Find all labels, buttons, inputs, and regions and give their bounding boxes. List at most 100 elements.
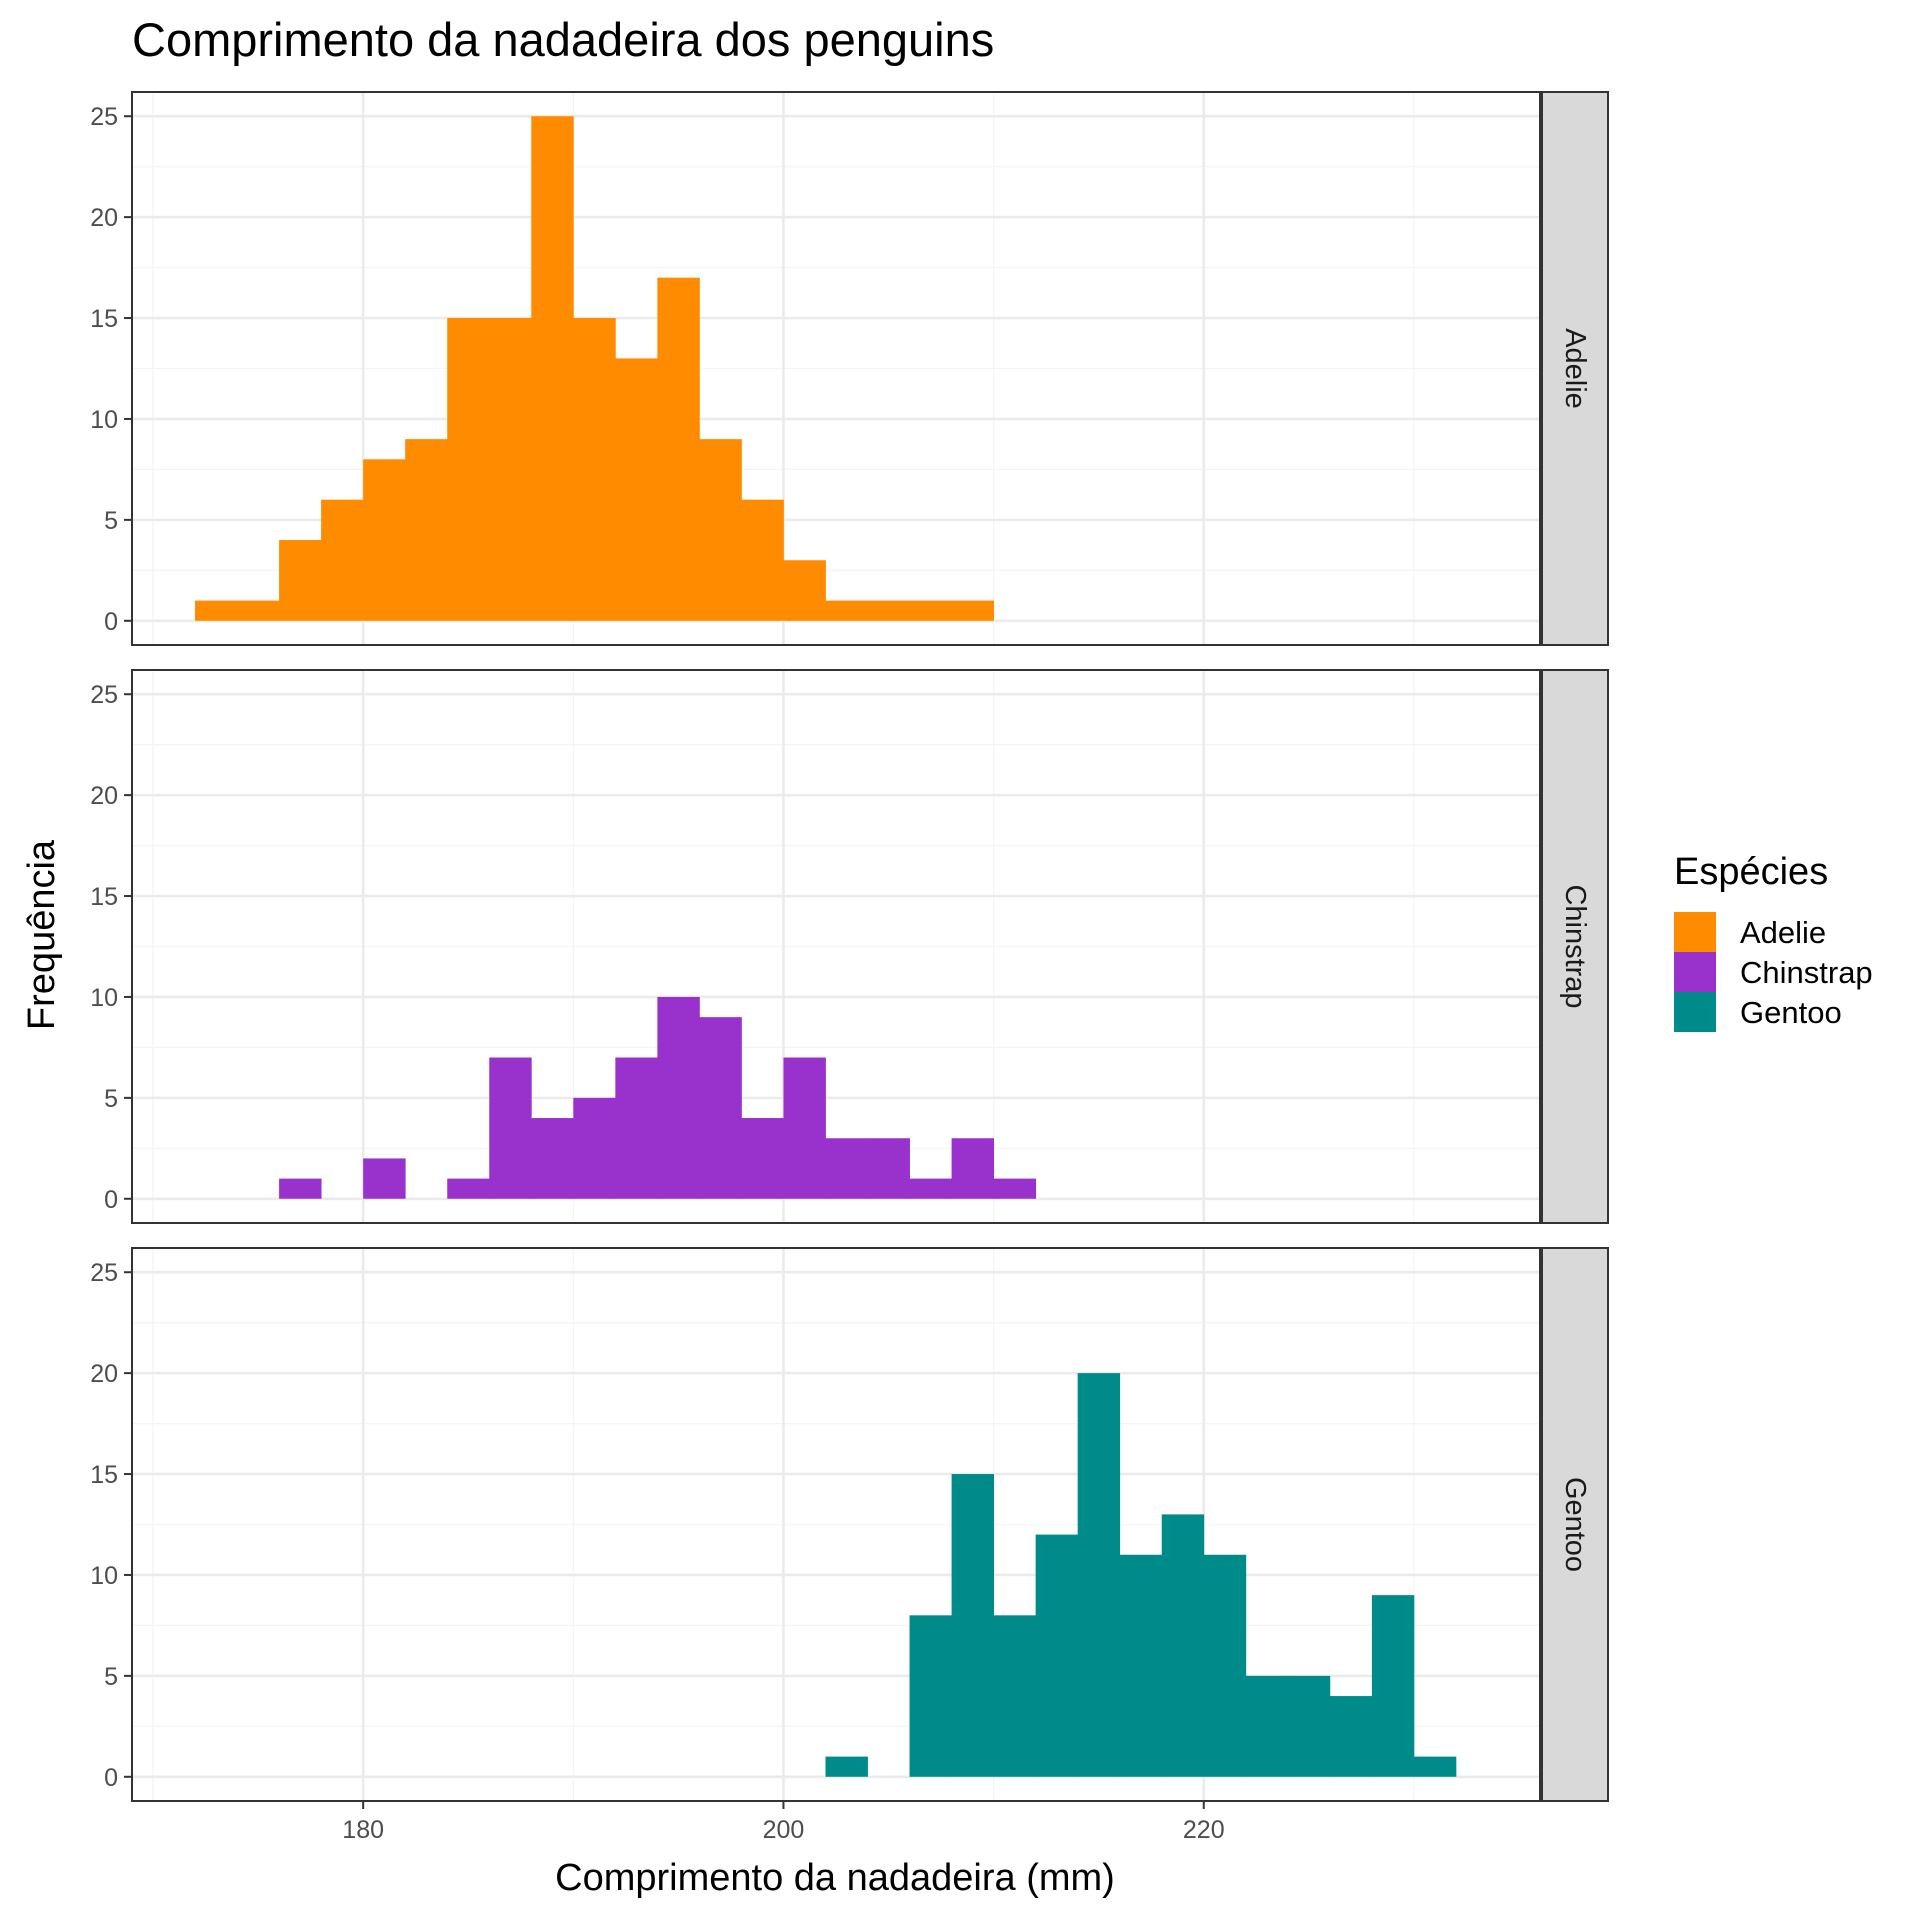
y-tick-label: 15 [90, 883, 118, 911]
legend-key-swatch [1674, 952, 1716, 992]
histogram-bar [489, 318, 532, 621]
histogram-bar [867, 1138, 910, 1199]
histogram-bar [489, 1057, 532, 1199]
histogram-bar [279, 1178, 322, 1199]
histogram-bar [615, 358, 658, 621]
y-tick-label: 20 [90, 204, 118, 232]
y-tick-label: 25 [90, 681, 118, 709]
panel-border [131, 91, 1541, 646]
y-tick-label: 20 [90, 782, 118, 810]
facet-strip-adelie: Adelie [1541, 91, 1609, 646]
legend-item-adelie: Adelie [1674, 912, 1826, 952]
facet-strip-background [1541, 91, 1609, 646]
facet-strip-label: Gentoo [1559, 1477, 1591, 1572]
histogram-bar [1035, 1534, 1079, 1777]
histogram-bar [699, 439, 742, 621]
y-axis-adelie: 0 5 10 15 20 25 [90, 103, 132, 636]
histogram-bar [195, 600, 238, 621]
histogram-bar [993, 1615, 1037, 1777]
histogram-bar [1077, 1373, 1121, 1777]
histogram-bar [951, 1138, 995, 1199]
histogram-bar [657, 277, 700, 621]
panel-border [131, 669, 1541, 1224]
y-tick-label: 20 [90, 1360, 118, 1388]
facet-strip-label: Chinstrap [1559, 884, 1591, 1008]
histogram-bar [447, 1178, 490, 1199]
y-tick-label: 15 [90, 305, 118, 333]
y-tick-label: 10 [90, 406, 118, 434]
y-tick-label: 25 [90, 103, 118, 131]
histogram-bar [279, 540, 322, 621]
y-tick-label: 5 [104, 507, 118, 535]
histogram-bar [909, 600, 952, 621]
histogram-bar [1161, 1514, 1205, 1777]
histogram-bar [909, 1178, 952, 1199]
facet-strip-label: Adelie [1559, 328, 1591, 409]
histogram-bar [363, 1158, 406, 1199]
histogram-bar [447, 318, 490, 621]
histogram-bar [1203, 1554, 1247, 1777]
y-tick-label: 10 [90, 984, 118, 1012]
histogram-bars-chinstrap [279, 996, 1037, 1199]
legend-key-swatch [1674, 992, 1716, 1032]
histogram-bar [951, 600, 995, 621]
legend-item-label: Gentoo [1740, 995, 1842, 1030]
panel-chinstrap: 0 5 10 15 20 25 Chinstrap [90, 669, 1609, 1224]
histogram-bars-adelie [195, 116, 995, 621]
y-tick-label: 5 [104, 1663, 118, 1691]
histogram-bar [321, 499, 364, 621]
histogram-bar [909, 1615, 952, 1777]
histogram-bar [783, 560, 826, 621]
histogram-bar [825, 1138, 868, 1199]
x-tick-label: 220 [1183, 1816, 1225, 1844]
legend-item-gentoo: Gentoo [1674, 992, 1842, 1032]
y-axis-title: Frequência [21, 839, 63, 1030]
histogram-bar [1245, 1675, 1289, 1777]
histogram-bar [531, 1118, 574, 1199]
histogram-bar [825, 1756, 868, 1777]
panel-adelie: 0 5 10 15 20 25 Adelie [90, 91, 1609, 646]
histogram-bar [1413, 1756, 1457, 1777]
histogram-bar [657, 996, 700, 1199]
histogram-bar [1119, 1554, 1163, 1777]
legend-item-label: Chinstrap [1740, 955, 1873, 990]
y-tick-label: 5 [104, 1085, 118, 1113]
y-tick-label: 0 [104, 608, 118, 636]
x-axis-title: Comprimento da nadadeira (mm) [555, 1857, 1115, 1899]
y-tick-label: 15 [90, 1461, 118, 1489]
histogram-bar [825, 600, 868, 621]
legend-item-chinstrap: Chinstrap [1674, 952, 1873, 992]
histogram-bar [1371, 1595, 1415, 1777]
histogram-bar [405, 439, 448, 621]
y-tick-label: 10 [90, 1562, 118, 1590]
histogram-bar [741, 1118, 784, 1199]
histogram-bar [741, 499, 784, 621]
histogram-bar [615, 1057, 658, 1199]
facet-strip-background [1541, 669, 1609, 1224]
y-tick-label: 0 [104, 1186, 118, 1214]
legend-item-label: Adelie [1740, 915, 1826, 950]
facet-strip-background [1541, 1247, 1609, 1802]
y-axis-chinstrap: 0 5 10 15 20 25 [90, 681, 132, 1214]
histogram-bar [1329, 1696, 1373, 1777]
histogram-bar [951, 1474, 995, 1777]
y-tick-label: 25 [90, 1259, 118, 1287]
x-axis: 180 200 220 [342, 1801, 1225, 1844]
histogram-bar [363, 459, 406, 621]
histogram-bar [1287, 1675, 1331, 1777]
histogram-bar [783, 1057, 826, 1199]
x-tick-label: 180 [342, 1816, 384, 1844]
histogram-bar [993, 1178, 1037, 1199]
facet-strip-gentoo: Gentoo [1541, 1247, 1609, 1802]
y-axis-gentoo: 0 5 10 15 20 25 [90, 1259, 132, 1792]
histogram-bars-gentoo [825, 1373, 1457, 1777]
legend-key-swatch [1674, 912, 1716, 952]
panel-border [131, 1247, 1541, 1802]
panel-gentoo: 0 5 10 15 20 25 Gentoo [90, 1247, 1609, 1802]
chart-title: Comprimento da nadadeira dos penguins [132, 13, 994, 66]
legend-title: Espécies [1674, 851, 1828, 893]
facet-panels: 0 5 10 15 20 25 Adelie 0 5 10 15 20 25 Chinstrap 0 5 10 1… [90, 91, 1609, 1802]
panel-gridlines [132, 670, 1540, 1223]
